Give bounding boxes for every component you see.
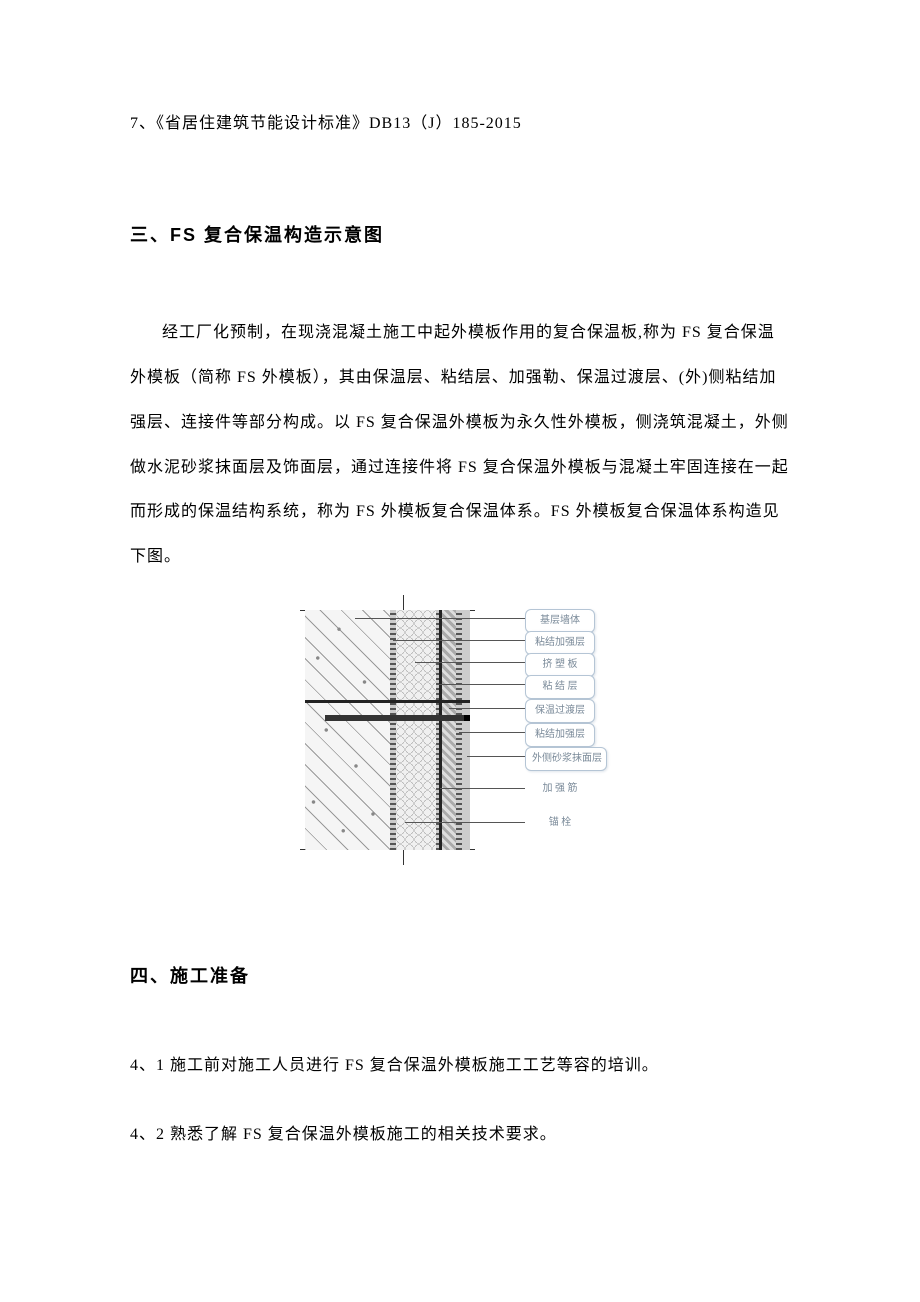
- section-3-paragraph: 经工厂化预制，在现浇混凝土施工中起外模板作用的复合保温板,称为 FS 复合保温外…: [130, 311, 790, 580]
- layer-xps-board: [396, 610, 436, 850]
- leader-line: [355, 618, 525, 619]
- label-rebar: 加 强 筋: [525, 778, 595, 800]
- fs-composite-insulation-diagram: 基层墙体 粘结加强层 挤 塑 板 粘 结 层 保温过渡层 粘结加强层 外侧砂浆抹…: [305, 600, 615, 860]
- section-3-heading: 三、FS 复合保温构造示意图: [130, 219, 790, 251]
- label-transition: 保温过渡层: [525, 699, 595, 723]
- section-4-heading: 四、施工准备: [130, 960, 790, 992]
- rebar-vertical: [439, 610, 442, 850]
- item-4-1: 4、1 施工前对施工人员进行 FS 复合保温外模板施工工艺等容的培训。: [130, 1052, 790, 1081]
- diagram-tick-top: [403, 595, 404, 610]
- label-xps: 挤 塑 板: [525, 653, 595, 677]
- label-mortar: 外侧砂浆抹面层: [525, 747, 607, 771]
- diagram-tick-bottom: [403, 850, 404, 865]
- leader-line: [467, 756, 525, 757]
- leader-line: [415, 662, 525, 663]
- layer-base-wall: [305, 610, 390, 850]
- item-4-2: 4、2 熟悉了解 FS 复合保温外模板施工的相关技术要求。: [130, 1121, 790, 1150]
- rebar-horizontal-tie: [305, 700, 470, 703]
- label-anchor: 锚 栓: [525, 812, 595, 834]
- leader-line: [405, 822, 525, 823]
- anchor-bolt: [325, 715, 470, 721]
- label-bond: 粘 结 层: [525, 675, 595, 699]
- leader-line: [459, 732, 525, 733]
- list-item-7: 7、《省居住建筑节能设计标准》DB13（J）185-2015: [130, 110, 790, 139]
- label-base-wall: 基层墙体: [525, 609, 595, 633]
- leader-line: [440, 788, 525, 789]
- layer-transition: [442, 610, 456, 850]
- label-bond-reinforce-1: 粘结加强层: [525, 631, 595, 655]
- leader-line: [449, 708, 525, 709]
- layer-mortar-face: [462, 610, 470, 850]
- leader-line: [393, 640, 525, 641]
- diagram-container: 基层墙体 粘结加强层 挤 塑 板 粘 结 层 保温过渡层 粘结加强层 外侧砂浆抹…: [130, 600, 790, 860]
- label-bond-reinforce-2: 粘结加强层: [525, 723, 595, 747]
- leader-line: [438, 684, 525, 685]
